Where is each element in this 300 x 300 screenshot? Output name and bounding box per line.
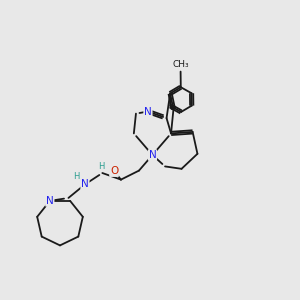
Text: N: N: [144, 106, 152, 116]
Text: N: N: [148, 150, 156, 160]
Text: H: H: [74, 172, 80, 181]
Text: N: N: [46, 196, 54, 206]
Text: N: N: [81, 179, 89, 189]
Text: CH₃: CH₃: [172, 60, 189, 69]
Text: H: H: [98, 162, 104, 171]
Text: O: O: [110, 166, 118, 176]
